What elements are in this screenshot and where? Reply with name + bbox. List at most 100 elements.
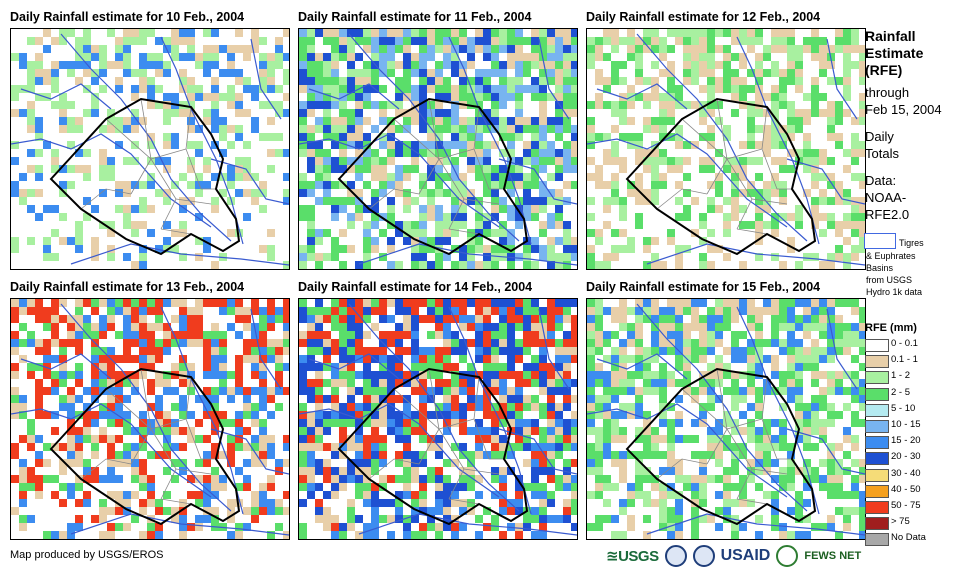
rainfall-cell xyxy=(403,149,411,157)
rainfall-cell xyxy=(211,61,219,69)
rainfall-cell xyxy=(515,53,523,61)
rainfall-cell xyxy=(651,45,659,53)
rainfall-cell xyxy=(315,93,323,101)
rainfall-cell xyxy=(67,29,75,37)
rainfall-cell xyxy=(491,427,499,435)
rainfall-cell xyxy=(651,117,659,125)
rainfall-cell xyxy=(611,331,619,339)
rainfall-cell xyxy=(347,133,355,141)
rainfall-cell xyxy=(275,523,283,531)
rainfall-cell xyxy=(331,315,339,323)
rainfall-cell xyxy=(11,395,19,403)
rainfall-cell xyxy=(539,61,547,69)
rainfall-cell xyxy=(619,77,627,85)
rainfall-cell xyxy=(11,237,19,245)
rainfall-cell xyxy=(835,323,843,331)
rainfall-cell xyxy=(435,85,443,93)
rainfall-cell xyxy=(555,379,563,387)
rainfall-cell xyxy=(515,69,523,77)
rainfall-cell xyxy=(627,45,635,53)
rainfall-cell xyxy=(531,29,539,37)
rainfall-cell xyxy=(667,93,675,101)
rainfall-cell xyxy=(435,467,443,475)
rainfall-cell xyxy=(123,371,131,379)
rainfall-cell xyxy=(635,221,643,229)
panel-title: Daily Rainfall estimate for 11 Feb., 200… xyxy=(298,10,532,24)
rainfall-cell xyxy=(459,523,467,531)
rainfall-cell xyxy=(83,45,91,53)
rainfall-cell xyxy=(467,467,475,475)
rainfall-cell xyxy=(491,355,499,363)
rainfall-cell xyxy=(371,499,379,507)
rainfall-cell xyxy=(515,157,523,165)
rainfall-cell xyxy=(763,125,771,133)
rainfall-cell xyxy=(827,77,835,85)
rainfall-cell xyxy=(563,109,571,117)
rainfall-cell xyxy=(499,363,507,371)
rainfall-cell xyxy=(411,253,419,261)
rainfall-cell xyxy=(43,315,51,323)
rainfall-cell xyxy=(395,37,403,45)
rainfall-cell xyxy=(227,45,235,53)
rainfall-cell xyxy=(563,475,571,483)
rainfall-cell xyxy=(491,69,499,77)
rainfall-cell xyxy=(251,45,259,53)
rainfall-cell xyxy=(547,491,555,499)
rainfall-cell xyxy=(187,109,195,117)
rainfall-cell xyxy=(395,459,403,467)
rainfall-cell xyxy=(147,531,155,539)
rainfall-cell xyxy=(563,499,571,507)
rainfall-cell xyxy=(707,229,715,237)
rainfall-cell xyxy=(819,189,827,197)
rainfall-cell xyxy=(803,93,811,101)
rainfall-cell xyxy=(379,411,387,419)
rainfall-cell xyxy=(515,323,523,331)
rainfall-cell xyxy=(587,363,595,371)
rainfall-cell xyxy=(307,427,315,435)
basin-boundary xyxy=(210,158,289,205)
rainfall-cell xyxy=(331,467,339,475)
rainfall-cell xyxy=(467,141,475,149)
rainfall-cell xyxy=(59,109,67,117)
rainfall-cell xyxy=(163,165,171,173)
rainfall-cell xyxy=(635,197,643,205)
rainfall-cell xyxy=(339,37,347,45)
rainfall-cell xyxy=(571,483,577,491)
rainfall-cell xyxy=(35,475,43,483)
rainfall-cell xyxy=(723,133,731,141)
rainfall-cell xyxy=(203,387,211,395)
rainfall-cell xyxy=(387,371,395,379)
rainfall-cell xyxy=(811,253,819,261)
rainfall-cell xyxy=(747,133,755,141)
rainfall-cell xyxy=(115,181,123,189)
rainfall-cell xyxy=(123,213,131,221)
rainfall-cell xyxy=(835,117,843,125)
rainfall-cell xyxy=(603,149,611,157)
rainfall-cell xyxy=(587,133,595,141)
rainfall-cell xyxy=(35,61,43,69)
rainfall-cell xyxy=(523,149,531,157)
rainfall-cell xyxy=(491,331,499,339)
rainfall-cell xyxy=(635,181,643,189)
rainfall-cell xyxy=(83,467,91,475)
rainfall-cell xyxy=(227,371,235,379)
province-boundary xyxy=(368,188,420,210)
rainfall-cell xyxy=(779,261,787,269)
rainfall-cell xyxy=(739,53,747,61)
rainfall-cell xyxy=(35,77,43,85)
rainfall-cell xyxy=(395,109,403,117)
basin-boundary xyxy=(358,243,577,266)
rainfall-cell xyxy=(395,261,403,269)
rainfall-cell xyxy=(475,515,483,523)
rainfall-cell xyxy=(603,77,611,85)
rainfall-cell xyxy=(355,347,363,355)
rainfall-cell xyxy=(307,69,315,77)
rainfall-cell xyxy=(435,347,443,355)
rainfall-cell xyxy=(499,419,507,427)
rainfall-cell xyxy=(179,403,187,411)
rainfall-cell xyxy=(643,77,651,85)
rainfall-cell xyxy=(283,93,289,101)
rainfall-cell xyxy=(635,37,643,45)
rainfall-cell xyxy=(531,173,539,181)
rainfall-cell xyxy=(547,315,555,323)
